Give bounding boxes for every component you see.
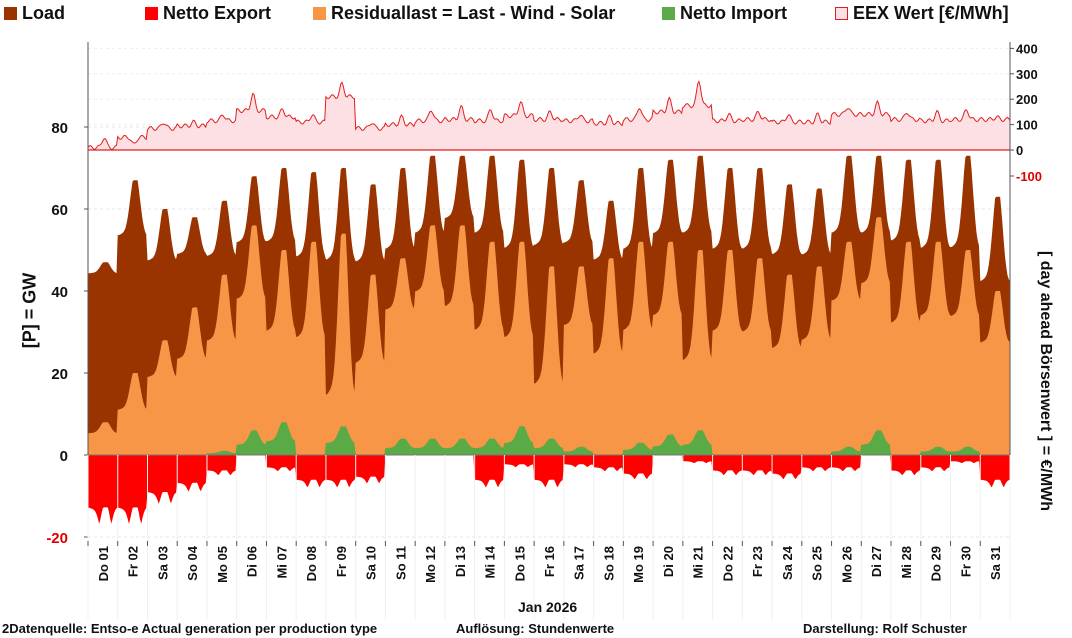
x-tick-label-day: Fr 02 — [126, 546, 141, 577]
legend-residual-swatch — [313, 6, 326, 20]
x-tick-label-day: Do 01 — [96, 546, 111, 581]
x-tick-label-day: Mi 14 — [483, 545, 498, 578]
eex-price-area — [88, 81, 1010, 150]
y-tick-label-gw: 60 — [51, 202, 68, 219]
legend-eex: EEX Wert [€/MWh] — [835, 2, 1009, 24]
x-tick-label-day: Mi 28 — [899, 546, 914, 579]
y-tick-label-gw: 40 — [51, 284, 68, 301]
x-tick-label-day: Sa 03 — [155, 546, 170, 580]
x-tick-label-day: Do 08 — [304, 546, 319, 581]
residual-area — [88, 217, 1010, 455]
footer-resolution: Auflösung: Stundenwerte — [456, 621, 615, 636]
x-tick-label-day: Fr 23 — [750, 546, 765, 577]
x-tick-label-day: Mi 07 — [274, 546, 289, 579]
legend-load-swatch — [4, 6, 17, 20]
legend-export-label: Netto Export — [163, 2, 271, 23]
x-tick-label-day: Sa 24 — [780, 545, 795, 580]
x-tick-label-day: Di 06 — [245, 546, 260, 577]
x-tick-label-day: So 11 — [393, 546, 408, 580]
x-tick-label-day: So 04 — [185, 545, 200, 580]
x-tick-label-day: Di 13 — [453, 546, 468, 577]
legend-export: Netto Export — [145, 2, 271, 24]
x-tick-label-day: Do 22 — [720, 546, 735, 581]
x-tick-label-day: Mo 26 — [839, 546, 854, 583]
legend-export-swatch — [145, 6, 158, 20]
y-tick-label-gw: -20 — [46, 530, 68, 547]
x-tick-label-day: Sa 31 — [988, 546, 1003, 580]
legend-load: Load — [4, 2, 65, 24]
x-tick-label-day: So 18 — [601, 546, 616, 581]
legend-residual: Residuallast = Last - Wind - Solar — [313, 2, 615, 24]
footer-author: Darstellung: Rolf Schuster — [803, 621, 967, 636]
x-tick-label-day: Di 27 — [869, 546, 884, 577]
x-tick-label-day: Mo 05 — [215, 546, 230, 583]
legend-residual-label: Residuallast = Last - Wind - Solar — [331, 2, 616, 23]
y2-tick-label-eur: 0 — [1016, 143, 1023, 158]
y-tick-label-gw: 20 — [51, 366, 68, 383]
y2-tick-label-eur: 200 — [1016, 92, 1038, 107]
y2-tick-label-eur: 400 — [1016, 41, 1038, 56]
x-tick-label-day: Sa 17 — [572, 546, 587, 580]
x-tick-label-day: Do 29 — [929, 546, 944, 581]
x-tick-label-day: Fr 16 — [542, 546, 557, 577]
export-area — [88, 455, 1010, 524]
y2-tick-label-eur: 100 — [1016, 118, 1038, 133]
x-tick-label-day: Mo 19 — [631, 546, 646, 583]
legend-import: Netto Import — [662, 2, 787, 24]
footer-source: 2Datenquelle: Entso-e Actual generation … — [2, 621, 378, 636]
x-tick-label-day: Sa 10 — [364, 546, 379, 580]
legend-import-label: Netto Import — [680, 2, 787, 23]
y2-tick-label-eur: -100 — [1016, 169, 1042, 184]
y-tick-label-gw: 0 — [60, 448, 68, 465]
x-tick-label-day: Fr 30 — [958, 546, 973, 577]
legend-load-label: Load — [22, 2, 65, 23]
x-tick-label-day: Di 20 — [661, 546, 676, 577]
x-tick-label-day: Do 15 — [512, 546, 527, 581]
x-tick-label-day: So 25 — [810, 546, 825, 581]
x-tick-label-day: Fr 09 — [334, 546, 349, 577]
y2-tick-label-eur: 300 — [1016, 67, 1038, 82]
y-axis-left-title: [P] = GW — [19, 272, 40, 349]
import-area — [88, 422, 1010, 455]
eex-price-line — [87, 80, 1011, 151]
x-tick-label-day: Mi 21 — [691, 546, 706, 579]
legend-eex-swatch — [835, 6, 848, 20]
x-tick-label-day: Mo 12 — [423, 546, 438, 583]
y-tick-label-gw: 80 — [51, 120, 68, 137]
y-axis-right-title: [ day ahead Börsenwert ] = €/MWh — [1037, 250, 1054, 512]
legend-eex-label: EEX Wert [€/MWh] — [853, 2, 1009, 23]
legend-import-swatch — [662, 6, 675, 20]
x-axis-month-label: Jan 2026 — [518, 599, 578, 615]
